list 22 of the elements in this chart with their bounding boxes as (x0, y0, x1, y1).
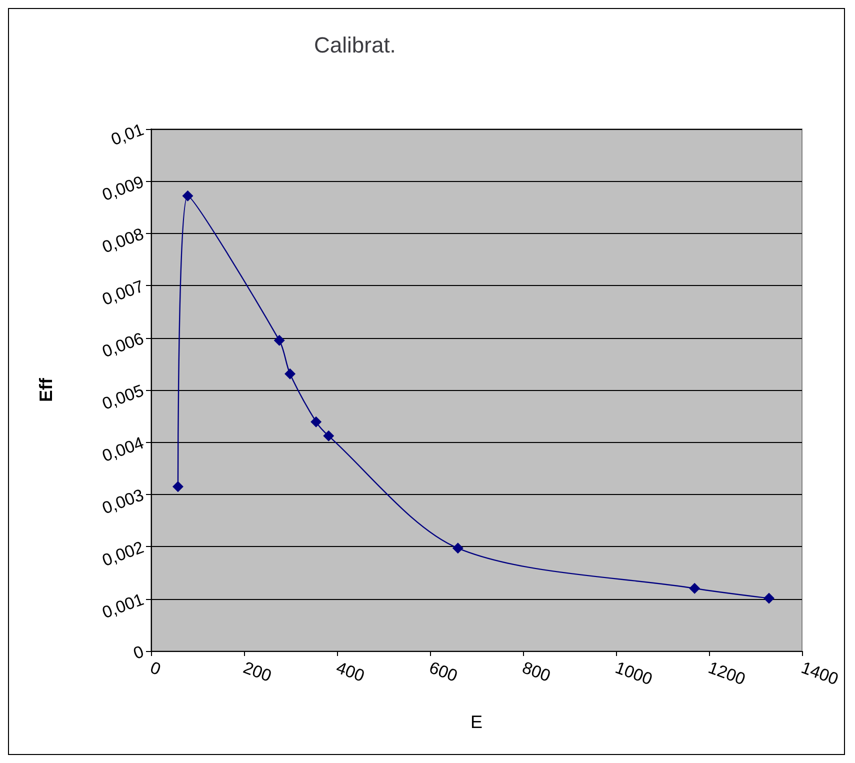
y-axis-title: Eff (36, 377, 56, 402)
x-tick-label: 0 (148, 658, 164, 680)
y-tick-label: 0,002 (100, 538, 146, 570)
y-tick-label: 0,006 (100, 328, 146, 362)
x-tick-label: 800 (520, 658, 553, 686)
x-tick-label: 200 (240, 658, 274, 686)
y-tick-label: 0,007 (100, 276, 146, 310)
chart-title: Calibrat. (314, 32, 396, 58)
y-tick-label: 0,001 (100, 590, 146, 622)
x-tick-label: 1400 (798, 658, 841, 689)
y-tick-label: 0 (130, 642, 146, 664)
y-tick-label: 0,004 (100, 433, 146, 466)
x-tick-label: 1200 (706, 658, 748, 689)
x-tick-label: 600 (426, 658, 460, 686)
y-tick-label: 0,003 (100, 485, 146, 518)
x-tick-label: 1000 (612, 658, 655, 689)
x-axis-title: E (470, 712, 483, 732)
y-tick-label: 0,009 (100, 172, 146, 205)
y-tick-label: 0,01 (108, 120, 146, 150)
x-tick-label: 400 (334, 658, 367, 686)
y-tick-label: 0,005 (100, 381, 146, 414)
y-tick-label: 0,008 (100, 224, 146, 257)
